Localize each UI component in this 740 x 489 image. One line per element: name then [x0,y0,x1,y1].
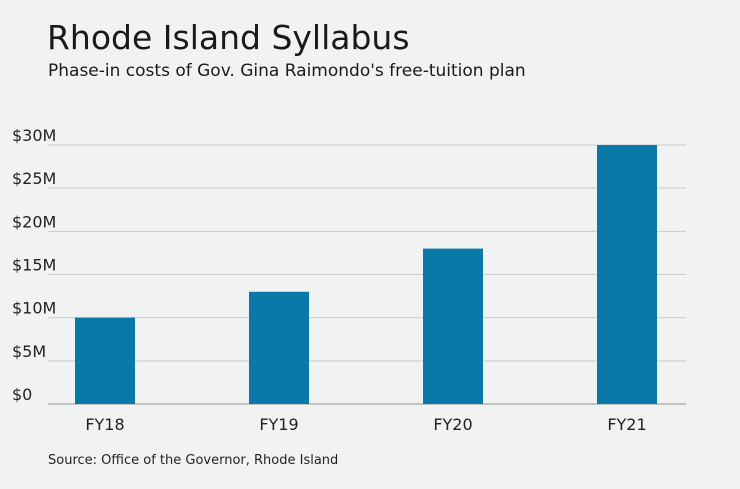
chart-title: Rhode Island Syllabus [47,18,410,57]
y-tick-label: $0 [12,385,32,404]
bars [75,145,657,404]
bar-fy20 [423,248,483,404]
y-axis-ticks: $0 $5M $10M $15M $20M $25M $30M [12,126,56,404]
bar-fy21 [597,145,657,404]
bar-fy19 [249,291,309,404]
gridlines [48,144,686,405]
bar-fy18 [75,317,135,404]
y-tick-label: $5M [12,342,46,361]
y-tick-label: $15M [12,256,56,275]
y-tick-label: $20M [12,212,56,231]
x-tick-label: FY18 [85,415,124,434]
y-tick-label: $10M [12,299,56,318]
x-axis-ticks: FY18 FY19 FY20 FY21 [85,415,646,434]
y-tick-label: $25M [12,169,56,188]
chart-subtitle: Phase-in costs of Gov. Gina Raimondo's f… [48,61,526,81]
y-tick-label: $30M [12,126,56,145]
x-tick-label: FY20 [433,415,472,434]
x-tick-label: FY21 [607,415,646,434]
x-tick-label: FY19 [259,415,298,434]
source-note: Source: Office of the Governor, Rhode Is… [48,453,339,468]
